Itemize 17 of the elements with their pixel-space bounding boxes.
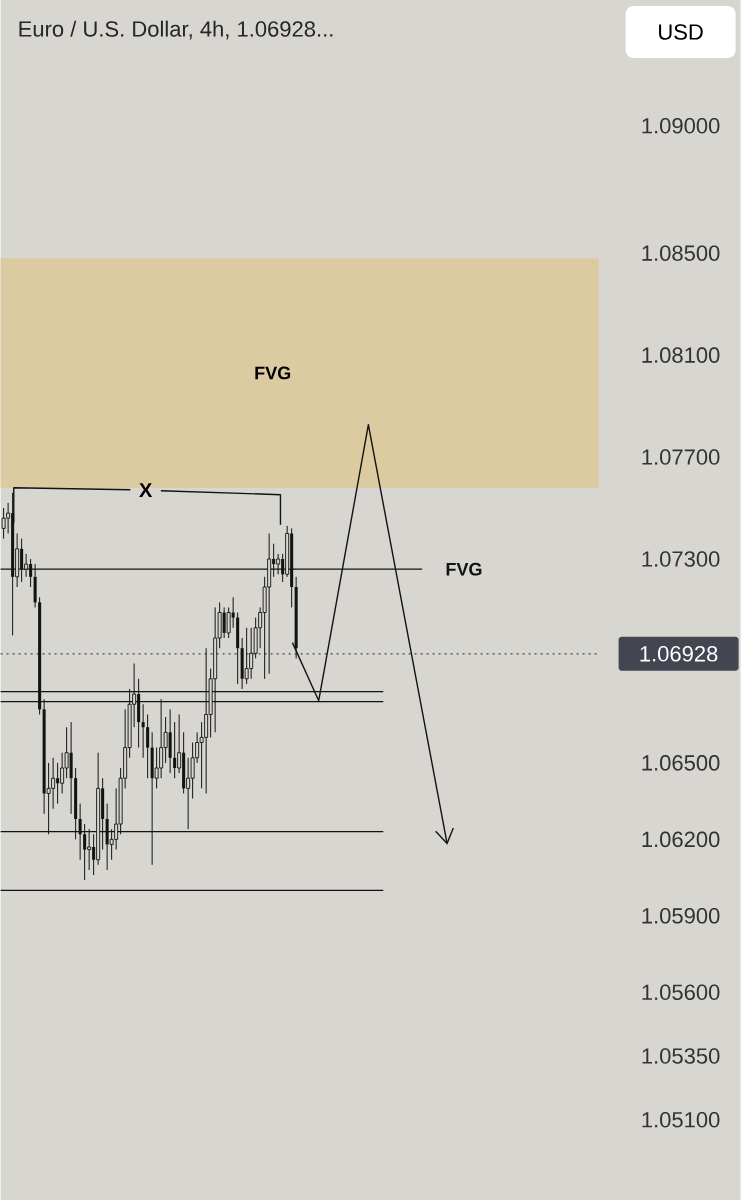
y-tick-label: 1.05900 xyxy=(642,908,720,924)
band-label: FVG xyxy=(255,366,291,380)
y-tick-label: 1.08100 xyxy=(642,347,720,363)
y-tick-label: 1.05600 xyxy=(642,984,720,1001)
y-tick-label: 1.06500 xyxy=(642,755,720,771)
chart-title: Euro / U.S. Dollar, 4h, 1.06928... xyxy=(19,20,333,40)
y-tick-label: 1.05100 xyxy=(642,1111,720,1128)
y-tick-label: 1.07300 xyxy=(642,551,720,567)
ref-line-label: FVG xyxy=(446,562,482,576)
y-tick-label: 1.08500 xyxy=(642,245,720,261)
ref-line-label: 1.06928 xyxy=(640,646,718,662)
y-tick-label: 1.07700 xyxy=(642,449,720,465)
y-tick-label: 1.06200 xyxy=(642,831,720,848)
y-tick-label: 1.09000 xyxy=(642,117,720,134)
y-tick-label: 1.05350 xyxy=(642,1048,720,1064)
y-axis-title: USD xyxy=(659,24,703,40)
annotation: X xyxy=(139,483,153,498)
